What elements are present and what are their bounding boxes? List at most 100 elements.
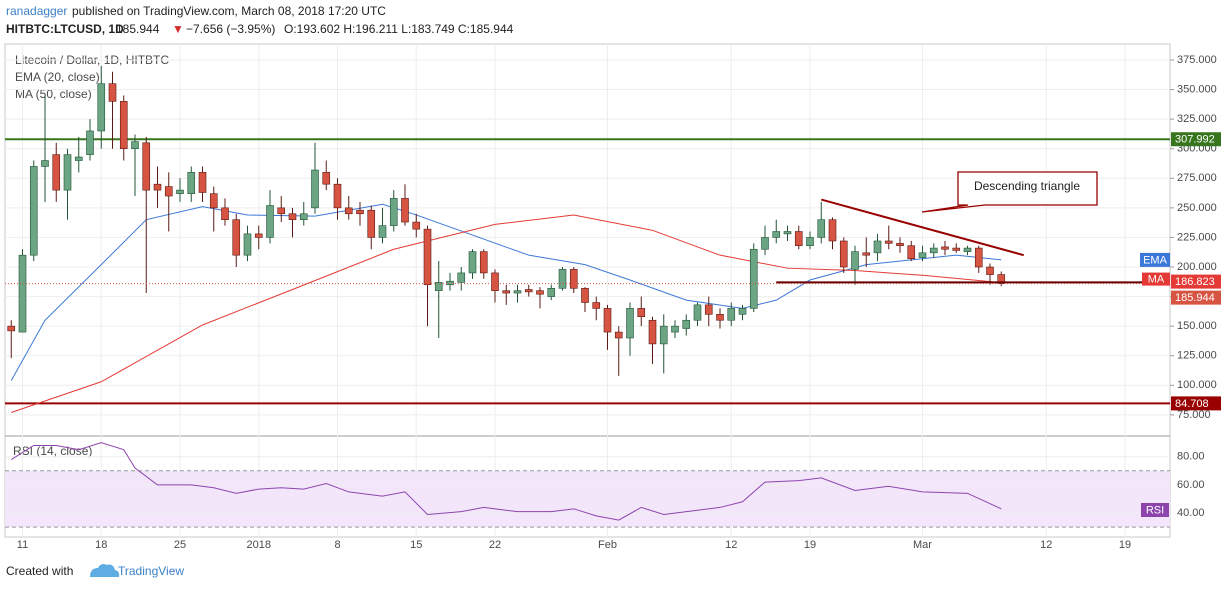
y-tick-label: 75.000: [1177, 409, 1211, 421]
price-tag: 186.823: [1175, 276, 1215, 288]
candle-body: [716, 314, 724, 321]
change: −7.656 (−3.95%): [186, 22, 275, 36]
candle-body: [828, 219, 837, 242]
candle-body: [851, 251, 859, 270]
footer-brand[interactable]: TradingView: [118, 564, 184, 578]
candle-body: [119, 101, 128, 150]
candle-body: [232, 219, 241, 256]
symbol: HITBTC:LTCUSD, 1D: [6, 22, 124, 36]
candle-body: [704, 304, 713, 315]
candle-body: [108, 83, 117, 102]
x-tick-label: 19: [804, 539, 816, 551]
candle-body: [63, 154, 72, 191]
candle-body: [761, 237, 769, 250]
candle-body: [896, 243, 904, 247]
candle-body: [164, 186, 173, 197]
candle-body: [941, 246, 949, 250]
candle-body: [648, 319, 657, 345]
y-tick-label: 125.000: [1177, 350, 1217, 362]
candle-body: [333, 183, 342, 209]
candle-body: [614, 331, 623, 339]
price-tag-box: [1171, 290, 1221, 305]
author[interactable]: ranadagger: [6, 4, 67, 18]
candle-body: [434, 282, 443, 291]
annotation-text: Descending triangle: [974, 179, 1080, 193]
x-tick-label: 25: [174, 539, 186, 551]
plot-frame: [4, 43, 1171, 538]
candle-body: [626, 308, 634, 339]
x-tick-label: 22: [489, 539, 501, 551]
x-tick-label: Mar: [913, 539, 932, 551]
candle-body: [446, 280, 454, 286]
candle-body: [479, 251, 488, 274]
ohlc: O:193.602 H:196.211 L:183.749 C:185.944: [284, 22, 514, 36]
candle-body: [468, 251, 477, 274]
candle-body: [749, 248, 758, 309]
price-tag: 307.992: [1175, 134, 1215, 146]
candle-body: [783, 231, 792, 235]
candle-body: [412, 221, 421, 230]
candle-body: [18, 254, 27, 333]
candle-body: [817, 219, 826, 238]
candle-body: [423, 228, 432, 286]
candle-body: [682, 319, 691, 329]
candle-body: [344, 207, 353, 215]
candle-body: [693, 304, 702, 321]
x-tick-label: 11: [17, 539, 28, 551]
candle-body: [952, 247, 961, 251]
y-tick-label: 150.000: [1177, 320, 1217, 332]
candle-body: [806, 237, 814, 247]
y-tick-label: 225.000: [1177, 231, 1217, 243]
candle-body: [311, 169, 319, 209]
candle-body: [243, 233, 252, 256]
candle-body: [839, 240, 848, 268]
candle-body: [862, 252, 871, 256]
candle-body: [367, 209, 376, 238]
price-tag-box: [1171, 396, 1221, 411]
candle-body: [266, 205, 274, 238]
y-tick-label: 375.000: [1177, 54, 1217, 66]
candle-body: [389, 198, 398, 226]
rsi-legend: RSI (14, close): [13, 444, 92, 458]
footer-created: Created with: [6, 564, 73, 578]
y-tick-label: 275.000: [1177, 172, 1217, 184]
candle-body: [524, 289, 533, 293]
ma-tag: MA: [1148, 274, 1165, 286]
candle-body: [401, 198, 409, 223]
published: published on TradingView.com, March 08, …: [72, 4, 386, 18]
ema-tag: EMA: [1143, 254, 1168, 266]
overlay-line: [10, 203, 1002, 381]
x-tick-label: 19: [1119, 539, 1131, 551]
candle-body: [209, 193, 218, 209]
candle-body: [153, 183, 162, 191]
candle-body: [131, 141, 139, 150]
candle-body: [7, 325, 16, 332]
ema-tag-box: [1140, 252, 1170, 267]
rsi-line: [10, 442, 1002, 521]
candle-body: [794, 231, 803, 247]
change-arrow: ▼: [172, 22, 184, 36]
candle-body: [187, 172, 196, 194]
candle-body: [929, 247, 938, 254]
price-tag-box: [1171, 132, 1221, 147]
candle-body: [221, 207, 229, 220]
candle-body: [907, 245, 916, 260]
price-tag-box: [1171, 274, 1221, 289]
panes: [4, 43, 1171, 538]
ma-legend: MA (50, close): [15, 87, 92, 101]
candle-body: [277, 207, 286, 215]
candle-body: [457, 272, 466, 283]
rsi-tag-box: [1141, 503, 1169, 517]
price-tag: 84.708: [1175, 398, 1209, 410]
candle-body: [513, 290, 522, 294]
candle-body: [491, 272, 499, 291]
candle-body: [547, 288, 556, 297]
candle-body: [592, 302, 601, 309]
ema-legend: EMA (20, close): [15, 70, 100, 84]
candle-body: [52, 154, 61, 191]
rsi-tag: RSI: [1146, 504, 1164, 516]
annotation-box: [921, 171, 1098, 213]
candle-body: [884, 240, 893, 244]
candle-body: [986, 266, 994, 275]
